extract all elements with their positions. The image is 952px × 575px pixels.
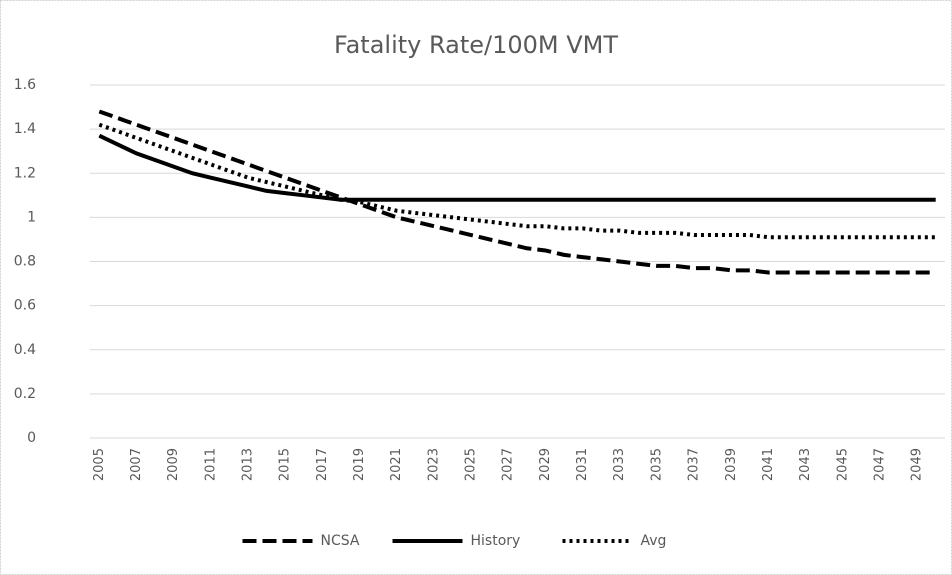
y-tick-label: 0.2 [14,386,36,402]
x-tick-label: 2027 [501,448,516,481]
x-tick-label: 2039 [724,448,739,481]
x-tick-label: 2007 [129,448,144,481]
legend-label: Avg [641,533,667,549]
legend-label: History [471,533,521,549]
x-tick-label: 2049 [910,448,925,481]
x-tick-label: 2009 [166,448,181,481]
x-tick-label: 2033 [612,448,627,481]
x-tick-label: 2021 [389,448,404,481]
x-tick-label: 2015 [278,448,293,481]
x-tick-label: 2011 [203,448,218,481]
x-tick-label: 2045 [835,448,850,481]
x-tick-label: 2019 [352,448,367,481]
x-tick-label: 2031 [575,448,590,481]
y-tick-label: 1.2 [14,165,36,181]
x-tick-label: 2005 [92,448,107,481]
x-tick-label: 2041 [761,448,776,481]
x-tick-label: 2017 [315,448,330,481]
series-line [98,122,936,240]
x-tick-label: 2029 [538,448,553,481]
y-tick-label: 1 [27,209,36,225]
y-tick-label: 0.6 [14,298,36,314]
x-tick-label: 2043 [798,448,813,481]
x-tick-label: 2013 [240,448,255,481]
y-tick-label: 1.4 [14,121,36,137]
x-tick-label: 2023 [426,448,441,481]
x-tick-label: 2047 [872,448,887,481]
series-line [98,109,936,275]
y-tick-label: 1.6 [14,77,36,93]
y-tick-label: 0.8 [14,254,36,270]
x-tick-label: 2037 [687,448,702,481]
series-line [98,133,936,202]
chart-title: Fatality Rate/100M VMT [334,31,618,59]
x-tick-label: 2035 [649,448,664,481]
legend-label: NCSA [321,533,360,549]
x-tick-label: 2025 [464,448,479,481]
y-tick-label: 0 [27,430,36,446]
y-tick-label: 0.4 [14,342,36,358]
